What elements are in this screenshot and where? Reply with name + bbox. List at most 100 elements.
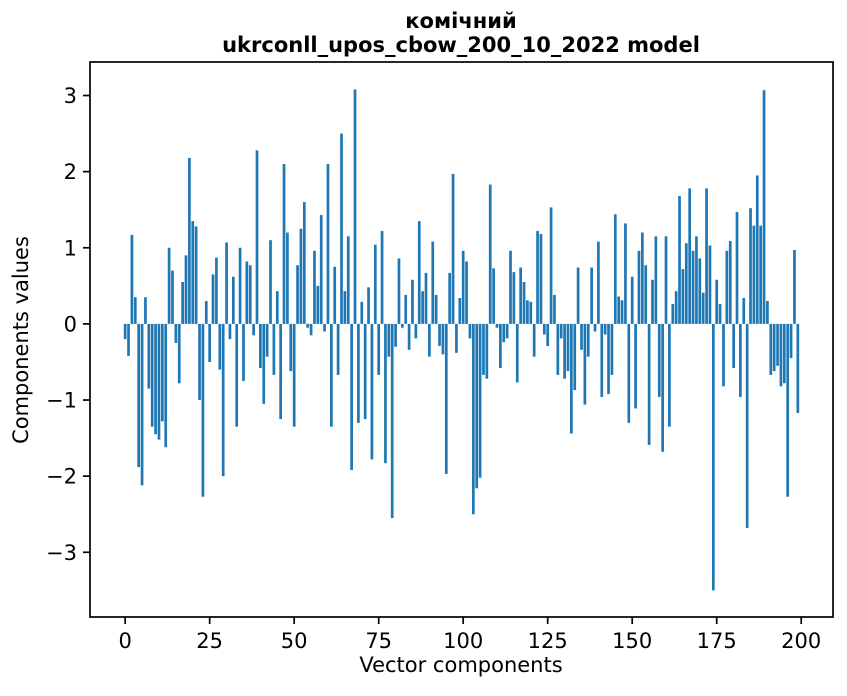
bar	[262, 323, 266, 404]
bar	[735, 211, 739, 324]
bar	[306, 323, 310, 328]
bar	[130, 234, 134, 324]
bar	[485, 323, 489, 379]
bar	[793, 250, 796, 324]
x-tick-label: 200	[781, 629, 821, 653]
bar	[698, 258, 702, 324]
bar	[343, 291, 347, 324]
bar	[191, 221, 195, 324]
chart-title-line1: комічний	[405, 9, 516, 33]
bar	[150, 323, 154, 427]
bar	[651, 279, 654, 324]
bar	[593, 323, 597, 332]
bar	[336, 323, 340, 375]
y-tick-label: −2	[46, 465, 77, 489]
bar	[407, 323, 411, 350]
bar	[634, 323, 637, 409]
bar	[684, 243, 688, 324]
bar	[522, 282, 526, 324]
bar	[357, 323, 360, 423]
bar	[630, 276, 634, 324]
bar	[695, 236, 698, 324]
bar	[586, 323, 590, 357]
y-tick-label: 0	[64, 312, 77, 336]
bar	[515, 323, 519, 383]
bar	[404, 294, 408, 324]
bar	[245, 261, 249, 324]
bar	[154, 323, 157, 435]
bar	[211, 274, 215, 324]
bar	[377, 323, 381, 375]
bar	[701, 292, 705, 324]
bar	[188, 157, 191, 324]
bar	[373, 244, 377, 324]
bar	[461, 250, 465, 324]
bar	[583, 323, 587, 405]
bar	[627, 323, 631, 423]
plot-border	[89, 61, 834, 618]
bar	[536, 231, 539, 324]
bar	[424, 272, 428, 324]
bar	[789, 323, 793, 359]
bar	[137, 323, 141, 468]
bar	[299, 228, 303, 324]
bar	[529, 301, 533, 324]
bar	[157, 323, 161, 440]
bar	[208, 323, 212, 362]
bar	[779, 323, 783, 387]
bar	[617, 296, 621, 324]
bar	[796, 323, 800, 413]
bar	[275, 291, 279, 324]
x-tick-label: 50	[281, 629, 308, 653]
bar	[363, 323, 367, 420]
bar	[607, 323, 610, 394]
bar	[755, 175, 759, 324]
bar	[316, 285, 320, 324]
bar	[512, 272, 516, 324]
bar	[400, 323, 404, 328]
bar	[238, 247, 242, 324]
chart-title-line2: ukrconll_upos_cbow_200_10_2022 model	[222, 33, 700, 57]
bar	[313, 250, 316, 324]
bar	[739, 323, 742, 397]
bar	[691, 250, 695, 324]
bar	[390, 323, 394, 519]
bar	[492, 268, 495, 324]
bar	[370, 323, 374, 460]
bar	[323, 323, 326, 332]
bar	[482, 323, 485, 375]
bar	[505, 323, 509, 339]
x-axis-ticks: 0 25 50 75 100 125 150 175 200	[118, 617, 821, 653]
bar	[563, 323, 566, 379]
bar	[488, 184, 492, 324]
bar	[674, 291, 678, 324]
bar	[542, 323, 546, 335]
bar	[657, 323, 661, 397]
bar	[580, 323, 583, 350]
bar	[215, 257, 218, 324]
bar	[772, 323, 776, 372]
bar	[647, 323, 651, 445]
bar	[786, 323, 790, 497]
bar	[164, 323, 168, 448]
bar	[346, 236, 350, 324]
bar	[204, 301, 208, 324]
bar	[225, 242, 228, 324]
bar	[576, 267, 580, 324]
bar	[532, 323, 536, 357]
bar	[177, 323, 181, 384]
x-axis-label: Vector components	[359, 653, 562, 677]
x-tick-label: 100	[443, 629, 483, 653]
bar	[160, 323, 164, 422]
y-tick-label: −3	[46, 541, 77, 565]
bar	[502, 323, 506, 343]
bar	[559, 323, 563, 339]
bar	[681, 269, 685, 324]
bar	[431, 241, 435, 324]
bar	[397, 258, 401, 324]
bar	[171, 270, 174, 324]
bar	[471, 323, 475, 515]
x-tick-label: 125	[528, 629, 568, 653]
